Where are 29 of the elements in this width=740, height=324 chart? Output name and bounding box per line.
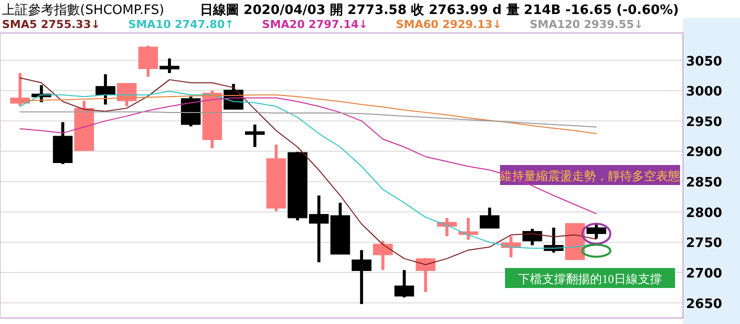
candlestick (586, 224, 606, 239)
chart-subtitle: 日線圖 2020/04/03 開 2773.58 收 2763.99 d 量 214B -16.65 (-0.60%) (200, 3, 679, 18)
line-series (20, 111, 597, 128)
y-tick-label: 2700 (686, 266, 722, 282)
text: SMA60 2929.13↓ (396, 18, 502, 31)
candlestick (373, 240, 393, 270)
y-tick-label: 2800 (686, 206, 722, 221)
candlestick (480, 208, 500, 229)
text: SMA120 2939.55↓ (530, 18, 644, 31)
annotation: 下檔支撐翻揚的10日線支撐 (518, 272, 662, 286)
candlestick (244, 124, 265, 147)
text: SMA5 2755.33↓ (2, 18, 100, 31)
text: SMA20 2797.14↓ (262, 18, 368, 31)
candlestick (352, 250, 372, 304)
y-tick-label: 3050 (686, 54, 722, 70)
text: SMA10 2747.80↑ (128, 18, 234, 31)
candlestick (522, 228, 542, 246)
y-tick-label: 2650 (686, 296, 722, 312)
candlestick (96, 74, 116, 105)
candlestick (416, 258, 436, 292)
candlestick (138, 46, 158, 77)
y-tick-label: 2900 (686, 145, 722, 160)
y-tick-label: 2850 (686, 176, 722, 191)
y-tick-label: 3000 (686, 84, 722, 100)
y-tick-label: 2750 (686, 236, 722, 252)
candlestick (160, 58, 180, 74)
y-tick-label: 2950 (686, 114, 722, 130)
chart-title: 上証參考指數(SHCOMP.FS) (2, 3, 164, 18)
candlestick (394, 270, 414, 298)
